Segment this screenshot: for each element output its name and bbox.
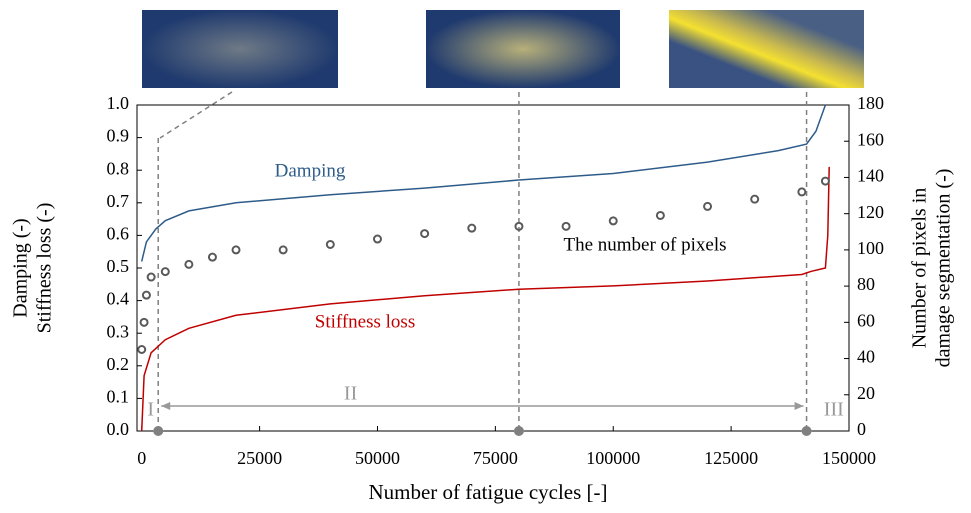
pixel-marker	[160, 267, 170, 277]
y-tick-label: 0.6	[107, 224, 130, 244]
series-label: The number of pixels	[563, 234, 726, 255]
phase-dot	[801, 426, 812, 436]
x-tick-label: 0	[137, 448, 146, 468]
pixel-marker	[561, 221, 571, 231]
pixel-marker	[372, 234, 382, 244]
pixel-marker	[514, 221, 524, 231]
plot-frame	[136, 104, 850, 432]
x-tick-label: 50000	[355, 448, 400, 468]
pixel-marker	[231, 245, 241, 255]
series-line	[140, 166, 830, 432]
y-tick-label: 0.1	[107, 387, 130, 407]
series-label: Damping	[275, 160, 346, 181]
thumbnail	[426, 10, 620, 88]
y-tick-label: 0.0	[107, 419, 130, 439]
y2-tick-label: 120	[857, 202, 884, 222]
y2-tick-label: 80	[857, 274, 875, 294]
y-axis-title: Stiffness loss (-)	[34, 203, 56, 334]
pixel-marker	[184, 259, 194, 269]
y2-tick-label: 20	[857, 383, 875, 403]
y2-tick-label: 40	[857, 347, 875, 367]
y2-tick-label: 60	[857, 310, 875, 330]
thumbnails	[142, 10, 864, 139]
x-axis-title: Number of fatigue cycles [-]	[368, 480, 607, 504]
pixel-marker	[325, 239, 335, 249]
x-tick-label: 75000	[473, 448, 518, 468]
y2-tick-label: 140	[857, 166, 884, 186]
y2-axis-title: Number of pixels in	[909, 188, 931, 349]
pixel-marker	[820, 176, 830, 186]
pixel-marker	[139, 317, 149, 327]
y-tick-label: 0.2	[107, 354, 130, 374]
pixel-marker	[141, 290, 151, 300]
series-line	[140, 104, 827, 262]
y-tick-label: 1.0	[107, 93, 130, 113]
phase-dot	[513, 426, 524, 436]
thumbnail	[669, 10, 864, 88]
series-label: Stiffness loss	[315, 311, 415, 332]
pixel-marker	[278, 245, 288, 255]
y-axis-title: Damping (-)	[10, 218, 32, 317]
y-tick-label: 0.8	[107, 158, 130, 178]
pixel-marker	[608, 216, 618, 226]
phase-label: II	[344, 383, 357, 405]
y-tick-label: 0.7	[107, 191, 130, 211]
x-tick-label: 25000	[237, 448, 282, 468]
thumbnail	[142, 10, 338, 88]
y-tick-label: 0.9	[107, 126, 130, 146]
x-tick-label: 125000	[704, 448, 758, 468]
phase-label: III	[824, 399, 844, 421]
pixel-marker	[467, 223, 477, 233]
x-tick-label: 100000	[586, 448, 640, 468]
phase-label: I	[147, 399, 154, 421]
pixel-marker	[703, 201, 713, 211]
pixel-marker	[207, 252, 217, 262]
x-tick-label: 150000	[822, 448, 876, 468]
phase-dot	[153, 426, 164, 436]
pixel-marker	[797, 187, 807, 197]
y-tick-label: 0.4	[107, 289, 130, 309]
y2-tick-label: 160	[857, 129, 884, 149]
y2-tick-label: 180	[857, 93, 884, 113]
y2-axis-title: damage segmentation (-)	[933, 169, 955, 368]
pixel-marker	[146, 272, 156, 282]
pixel-marker	[420, 229, 430, 239]
connector	[159, 91, 233, 139]
pixel-marker	[655, 210, 665, 220]
pixel-marker	[750, 194, 760, 204]
y2-tick-label: 0	[857, 419, 866, 439]
y2-tick-label: 100	[857, 238, 884, 258]
y-tick-label: 0.5	[107, 256, 130, 276]
y-tick-label: 0.3	[107, 321, 130, 341]
pixel-marker	[137, 345, 147, 354]
